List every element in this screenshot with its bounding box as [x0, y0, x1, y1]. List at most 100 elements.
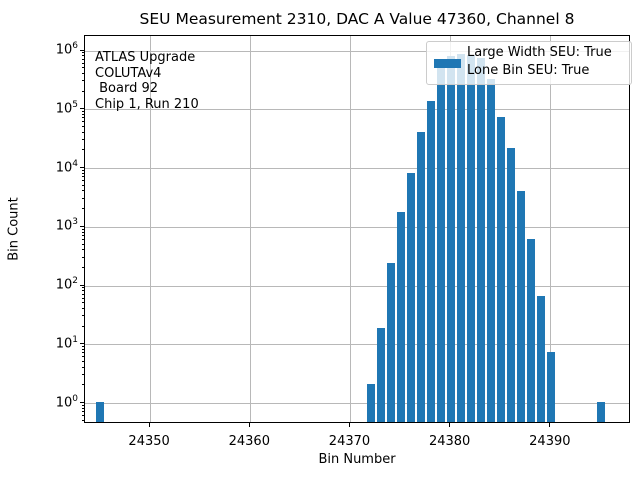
y-minor-tick: [81, 349, 84, 351]
y-minor-tick: [81, 419, 84, 421]
y-minor-tick: [81, 80, 84, 82]
plot-area: [84, 35, 630, 423]
y-minor-tick: [81, 169, 84, 171]
y-minor-tick: [81, 67, 84, 69]
y-minor-tick: [81, 131, 84, 133]
bar-bin-24385: [496, 116, 505, 422]
y-minor-tick: [81, 62, 84, 64]
y-minor-tick: [81, 297, 84, 299]
y-minor-tick: [81, 113, 84, 115]
bar-bin-24389: [536, 296, 545, 422]
legend-swatch: [434, 59, 461, 68]
y-minor-tick: [81, 356, 84, 358]
y-minor-tick: [81, 52, 84, 54]
y-tick-label-1e3: 103: [55, 217, 78, 234]
y-minor-tick: [81, 110, 84, 112]
y-minor-tick: [81, 315, 84, 317]
legend-entry-large-width-seu: Large Width SEU: True: [467, 45, 612, 60]
x-tick-label-24390: 24390: [529, 434, 571, 449]
y-tick-label-1e5: 105: [55, 99, 78, 117]
bar-bin-24373: [376, 327, 385, 422]
gridline-y-1e3: [85, 226, 629, 228]
y-minor-tick: [81, 72, 84, 74]
y-minor-tick: [81, 231, 84, 233]
y-tick-1e6: [80, 49, 84, 51]
annotation-line: Board 92: [95, 81, 159, 96]
bar-bin-24386: [506, 147, 515, 422]
x-tick-24370: [348, 423, 350, 427]
y-tick-1e5: [80, 108, 84, 110]
legend-entry-lone-bin-seu: Lone Bin SEU: True: [467, 63, 590, 78]
y-minor-tick: [81, 180, 84, 182]
y-minor-tick: [81, 290, 84, 292]
y-minor-tick: [81, 256, 84, 258]
y-tick-label-1e2: 102: [55, 276, 78, 293]
y-minor-tick: [81, 121, 84, 123]
bar-bin-24379: [436, 59, 445, 422]
y-tick-label-1e6: 106: [55, 41, 78, 58]
y-minor-tick: [81, 208, 84, 210]
y-minor-tick: [81, 125, 84, 127]
y-minor-tick: [81, 176, 84, 178]
bar-bin-24374: [386, 262, 395, 422]
y-minor-tick: [81, 266, 84, 268]
x-tick-24390: [549, 423, 551, 427]
gridline-y-1e0: [85, 403, 629, 405]
gridline-y-1e5: [85, 109, 629, 111]
annotation-line: COLUTAv4: [95, 65, 162, 81]
bar-bin-24383: [476, 58, 485, 422]
y-tick-1e2: [80, 284, 84, 286]
y-minor-tick: [81, 58, 84, 60]
bar-bin-24345: [96, 401, 105, 422]
y-minor-tick: [81, 139, 84, 140]
annotation-text: ATLAS Upgrade COLUTAv4 Board 92 Chip 1, Ru…: [95, 50, 199, 112]
x-axis-label: Bin Number: [318, 452, 396, 467]
y-minor-tick: [81, 55, 84, 57]
bar-bin-24372: [366, 383, 375, 422]
y-minor-tick: [81, 234, 84, 236]
y-minor-tick: [81, 366, 84, 368]
y-tick-label-1e0: 100: [55, 393, 78, 411]
y-tick-label-1e4: 104: [55, 158, 78, 176]
bar-bin-24387: [516, 191, 525, 422]
y-minor-tick: [81, 249, 84, 251]
y-minor-tick: [81, 190, 84, 192]
x-tick-label-24370: 24370: [328, 434, 371, 449]
y-minor-tick: [81, 228, 84, 230]
x-tick-24380: [449, 423, 451, 427]
y-minor-tick: [81, 374, 84, 376]
y-minor-tick: [81, 90, 84, 92]
y-minor-tick: [81, 172, 84, 174]
annotation-line: Chip 1, Run 210: [95, 96, 199, 112]
y-minor-tick: [81, 325, 84, 327]
y-minor-tick: [81, 302, 84, 304]
bar-bin-24378: [426, 101, 435, 422]
x-tick-24360: [248, 423, 250, 427]
x-tick-24350: [148, 423, 150, 427]
y-minor-tick: [81, 238, 84, 240]
gridline-x-24370: [349, 36, 351, 422]
gridline-x-24390: [550, 36, 552, 422]
y-tick-1e3: [80, 225, 84, 227]
y-minor-tick: [81, 415, 84, 417]
y-minor-tick: [81, 243, 84, 245]
y-tick-label-1e1: 101: [55, 335, 78, 352]
y-minor-tick: [81, 287, 84, 289]
y-minor-tick: [81, 346, 84, 348]
y-minor-tick: [81, 352, 84, 354]
y-minor-tick: [81, 184, 84, 186]
bar-bin-24377: [416, 131, 425, 422]
y-minor-tick: [81, 307, 84, 309]
bar-bin-24382: [466, 54, 475, 422]
y-minor-tick: [81, 361, 84, 363]
bar-bin-24375: [396, 211, 405, 422]
y-minor-tick: [81, 117, 84, 119]
gridline-y-1e1: [85, 344, 629, 346]
y-minor-tick: [81, 407, 84, 409]
y-tick-1e0: [80, 402, 84, 404]
bar-bin-24384: [486, 78, 495, 422]
x-tick-label-24360: 24360: [228, 434, 270, 449]
gridline-y-1e4: [85, 168, 629, 170]
y-minor-tick: [81, 293, 84, 295]
